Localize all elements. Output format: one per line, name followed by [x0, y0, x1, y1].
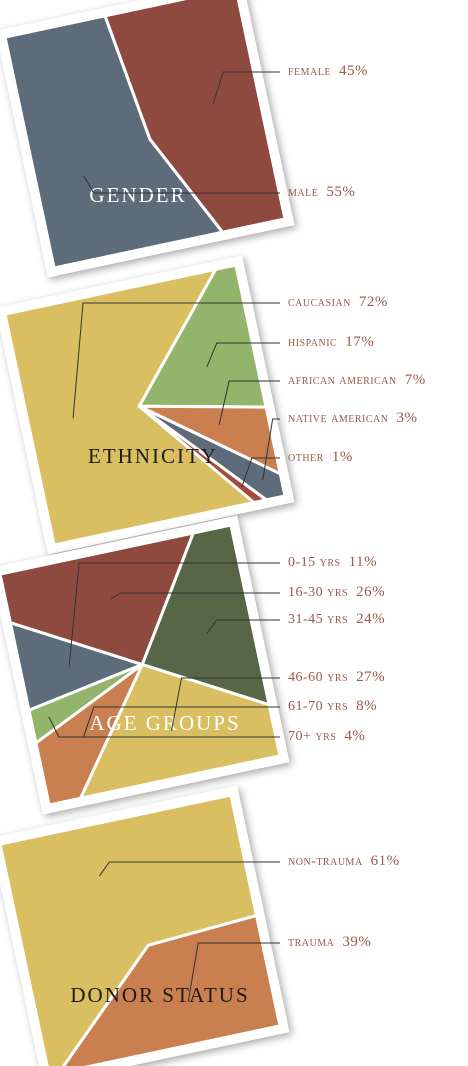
value-label: 1%: [332, 449, 353, 465]
slice-label: native american 3%: [288, 410, 417, 426]
category-name: 0-15 yrs: [288, 555, 341, 570]
pie-slice: [0, 793, 258, 1066]
category-name: trauma: [288, 935, 335, 950]
value-label: 27%: [356, 669, 385, 685]
leader-line: [110, 592, 280, 600]
pie-slice: [8, 621, 144, 712]
pie-slice: [140, 523, 271, 707]
category-name: 16-30 yrs: [288, 585, 348, 600]
chart-title: AGE GROUPS: [89, 711, 240, 735]
slice-label: african american 7%: [288, 372, 426, 388]
category-name: other: [288, 450, 324, 465]
leader-line: [241, 457, 280, 488]
slice-label: trauma 39%: [288, 934, 371, 950]
slice-label: 70+ yrs 4%: [288, 728, 365, 744]
leader-line: [83, 175, 280, 194]
slice-label: female 45%: [288, 63, 368, 79]
leader-line: [262, 418, 280, 481]
pie-slice: [3, 14, 225, 270]
pie-chart: AGE GROUPS: [0, 515, 290, 815]
slice-label: 0-15 yrs 11%: [288, 554, 377, 570]
pie-chart: ETHNICITY: [0, 255, 295, 555]
category-name: hispanic: [288, 335, 337, 350]
leader-line: [68, 562, 280, 668]
leader-line: [83, 706, 280, 737]
leader-line: [218, 380, 280, 425]
category-name: african american: [288, 373, 397, 388]
value-label: 7%: [405, 372, 426, 388]
leader-line: [187, 942, 280, 1003]
slice-label: caucasian 72%: [288, 294, 388, 310]
pie-slice: [27, 663, 144, 745]
slice-label: 46-60 yrs 27%: [288, 669, 385, 685]
category-name: caucasian: [288, 295, 351, 310]
leader-line: [72, 302, 280, 419]
leader-line: [98, 861, 280, 877]
category-name: native american: [288, 411, 388, 426]
leader-line: [171, 677, 280, 731]
leader-line: [206, 342, 280, 368]
slice-label: 61-70 yrs 8%: [288, 698, 377, 714]
value-label: 11%: [349, 554, 377, 570]
leader-line: [48, 716, 280, 738]
value-label: 4%: [344, 728, 365, 744]
category-name: 46-60 yrs: [288, 670, 348, 685]
pie-slice: [137, 263, 268, 409]
value-label: 45%: [339, 63, 368, 79]
chart-title: ETHNICITY: [88, 444, 218, 468]
value-label: 61%: [371, 853, 400, 869]
value-label: 39%: [342, 934, 371, 950]
pie-slice: [0, 531, 195, 667]
category-name: 31-45 yrs: [288, 612, 348, 627]
pie-slice: [3, 267, 256, 547]
category-name: non-trauma: [288, 854, 363, 869]
category-name: male: [288, 185, 318, 200]
pie-slice: [57, 913, 282, 1066]
chart-title: DONOR STATUS: [70, 983, 249, 1007]
slice-label: 16-30 yrs 26%: [288, 584, 385, 600]
slice-label: hispanic 17%: [288, 334, 374, 350]
value-label: 17%: [345, 334, 374, 350]
leader-line: [206, 619, 280, 634]
pie-slice: [137, 404, 287, 502]
value-label: 3%: [396, 410, 417, 426]
value-label: 8%: [356, 698, 377, 714]
pie-chart: DONOR STATUS: [0, 785, 290, 1066]
slice-label: male 55%: [288, 184, 355, 200]
category-name: 61-70 yrs: [288, 699, 348, 714]
value-label: 26%: [356, 584, 385, 600]
value-label: 72%: [359, 294, 388, 310]
pie-slice: [137, 404, 268, 504]
chart-title: GENDER: [89, 183, 186, 207]
pie-slice: [78, 663, 282, 800]
pie-slice: [34, 663, 144, 807]
slice-label: non-trauma 61%: [288, 853, 400, 869]
pie-chart: GENDER: [0, 0, 295, 278]
slice-label: other 1%: [288, 449, 353, 465]
category-name: 70+ yrs: [288, 729, 336, 744]
value-label: 24%: [356, 611, 385, 627]
slice-label: 31-45 yrs 24%: [288, 611, 385, 627]
category-name: female: [288, 64, 331, 79]
leader-line: [212, 71, 280, 105]
pie-slice: [103, 0, 287, 234]
value-label: 55%: [326, 184, 355, 200]
